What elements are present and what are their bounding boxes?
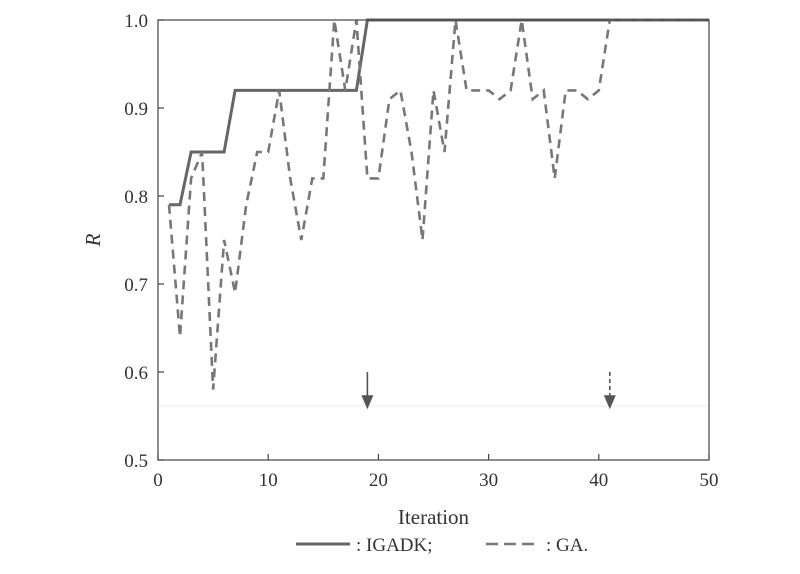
y-axis-label: R bbox=[81, 233, 105, 247]
y-tick-label: 1.0 bbox=[124, 11, 148, 32]
series-lines bbox=[167, 18, 709, 390]
plot-frame bbox=[157, 19, 710, 461]
arrow-head-ga bbox=[603, 395, 616, 410]
x-axis-label: Iteration bbox=[398, 505, 470, 529]
x-tick-label: 0 bbox=[153, 470, 163, 491]
x-tick-label: 10 bbox=[259, 470, 278, 491]
y-tick-label: 0.9 bbox=[124, 99, 148, 120]
y-tick-label: 0.6 bbox=[124, 363, 148, 384]
x-tick-label: 30 bbox=[479, 470, 498, 491]
annotations bbox=[159, 372, 708, 410]
series-line-igadk bbox=[169, 18, 709, 207]
x-tick-label: 40 bbox=[589, 470, 608, 491]
legend: : IGADK; : GA. bbox=[296, 535, 588, 556]
x-axis-ticks: 0 10 20 30 40 50 bbox=[153, 454, 719, 491]
y-tick-label: 0.5 bbox=[124, 451, 148, 472]
legend-label-igadk: : IGADK; bbox=[356, 535, 433, 556]
arrow-head-igadk bbox=[361, 395, 374, 410]
y-axis-ticks: 0.5 0.6 0.7 0.8 0.9 1.0 bbox=[124, 11, 164, 472]
y-tick-label: 0.8 bbox=[124, 187, 148, 208]
x-tick-label: 20 bbox=[369, 470, 388, 491]
series-line-ga bbox=[167, 18, 709, 390]
x-tick-label: 50 bbox=[700, 470, 719, 491]
legend-label-ga: : GA. bbox=[546, 535, 588, 556]
y-tick-label: 0.7 bbox=[124, 275, 148, 296]
